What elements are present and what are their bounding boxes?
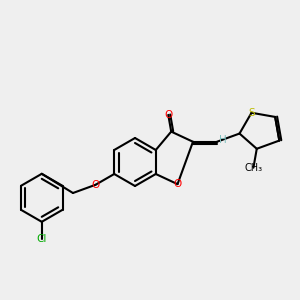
Text: O: O	[92, 180, 100, 190]
Text: H: H	[219, 135, 227, 145]
Text: O: O	[164, 110, 172, 120]
Text: Cl: Cl	[37, 234, 47, 244]
Text: S: S	[248, 108, 255, 118]
Text: CH₃: CH₃	[244, 163, 262, 173]
Text: O: O	[173, 179, 182, 189]
